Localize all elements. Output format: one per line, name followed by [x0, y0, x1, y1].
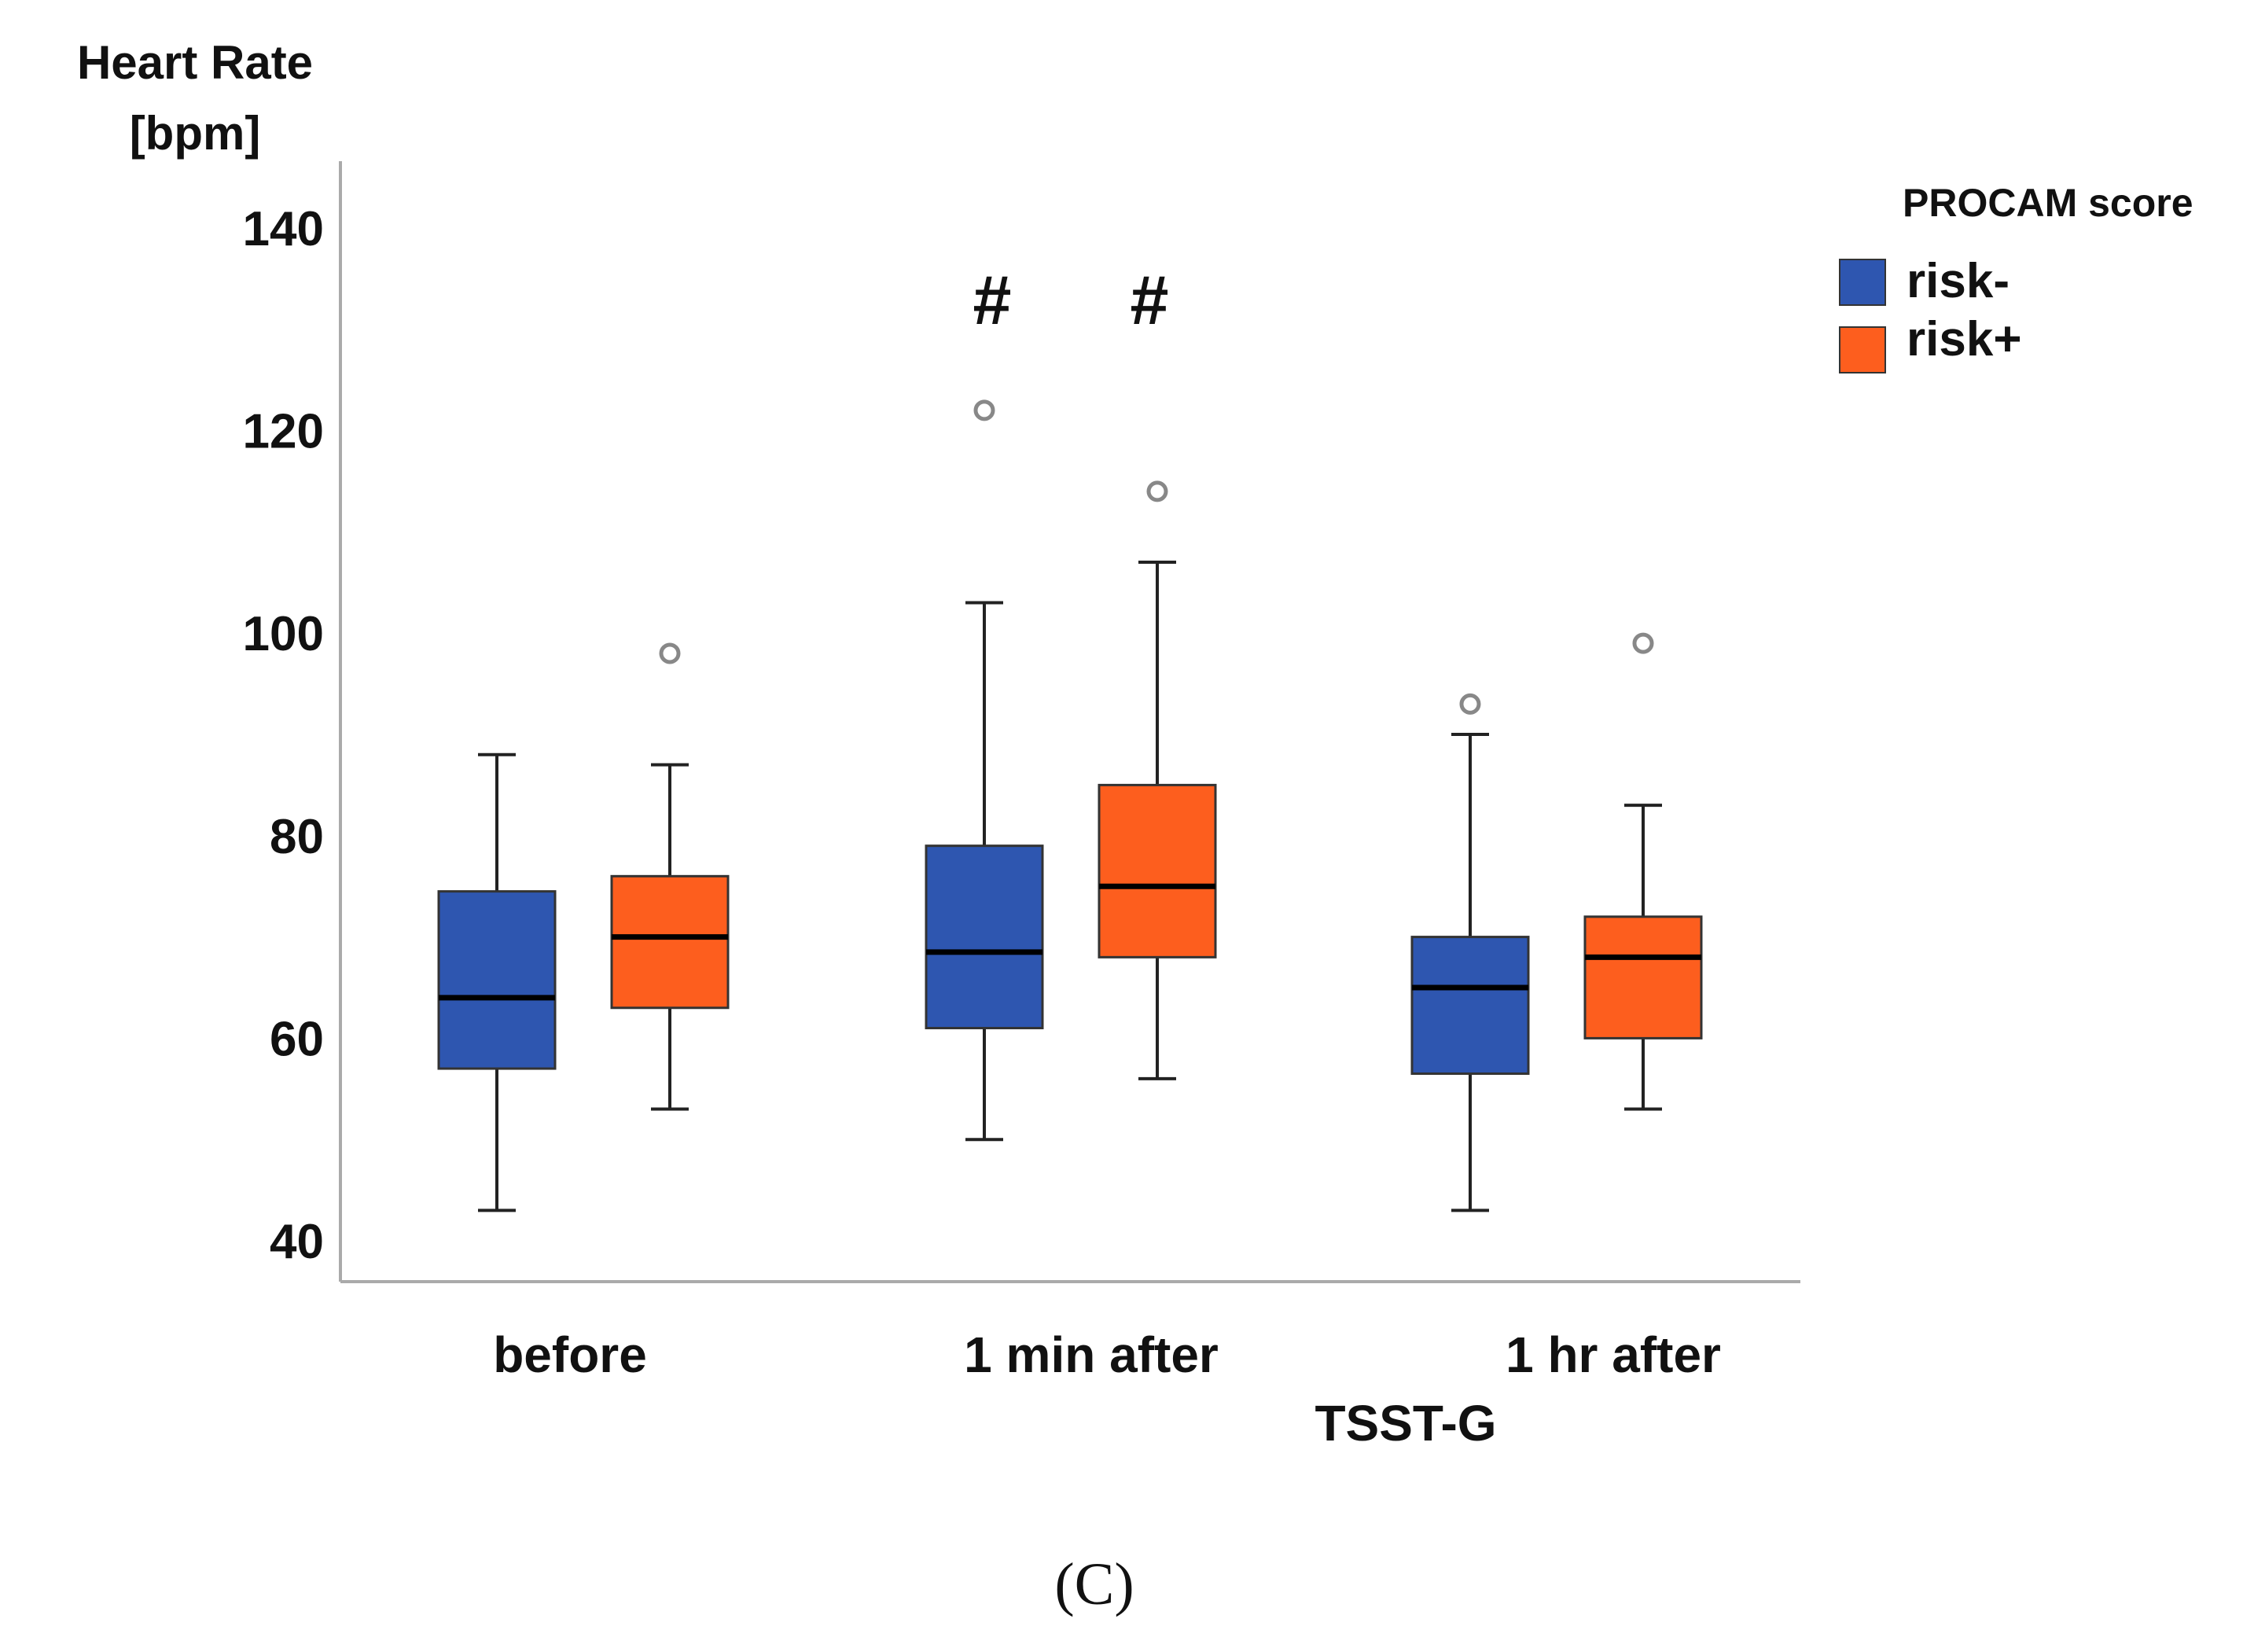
- y-tick-label: 120: [243, 405, 324, 459]
- significance-mark-2: #: [1131, 261, 1169, 339]
- risk-plus-2-box: [1098, 783, 1217, 958]
- y-tick-labels: 40 60 80 100 120 140: [243, 202, 324, 1269]
- legend: PROCAM score risk- risk+: [1839, 181, 2193, 373]
- risk-minus-3-box: [1410, 936, 1530, 1075]
- legend-swatch-risk-minus: [1839, 259, 1886, 306]
- y-axis-title-line1: Heart Rate: [77, 36, 313, 89]
- x-axis-title: TSST-G: [1315, 1395, 1496, 1451]
- legend-label-risk-plus: risk+: [1907, 312, 2022, 366]
- risk-plus-1-box: [610, 874, 730, 1010]
- y-tick-label: 80: [270, 810, 324, 864]
- x-category-1-hr-after: 1 hr after: [1506, 1326, 1721, 1383]
- risk-minus-2-outlier-1: [973, 399, 995, 421]
- x-category-before: before: [493, 1326, 647, 1383]
- risk-plus-1-outlier-1: [659, 642, 681, 664]
- significance-mark-1: #: [973, 261, 1012, 339]
- x-category-1-min-after: 1 min after: [964, 1326, 1219, 1383]
- y-tick-label: 100: [243, 607, 324, 661]
- legend-label-risk-minus: risk-: [1907, 254, 2010, 308]
- y-tick-label: 140: [243, 202, 324, 256]
- panel-label: (C): [1054, 1551, 1134, 1617]
- legend-title: PROCAM score: [1903, 181, 2193, 225]
- y-axis-title-line2: [bpm]: [130, 107, 261, 160]
- y-tick-label: 60: [270, 1012, 324, 1066]
- risk-plus-2-outlier-1: [1146, 480, 1168, 502]
- box-marks: [437, 399, 1703, 1212]
- risk-minus-2-box: [925, 844, 1044, 1030]
- y-tick-label: 40: [270, 1215, 324, 1269]
- risk-minus-3-outlier-1: [1459, 693, 1481, 715]
- legend-swatch-risk-plus: [1839, 326, 1886, 373]
- risk-plus-3-box: [1583, 915, 1703, 1039]
- risk-minus-1-box: [437, 890, 557, 1070]
- risk-plus-3-outlier-1: [1632, 632, 1654, 654]
